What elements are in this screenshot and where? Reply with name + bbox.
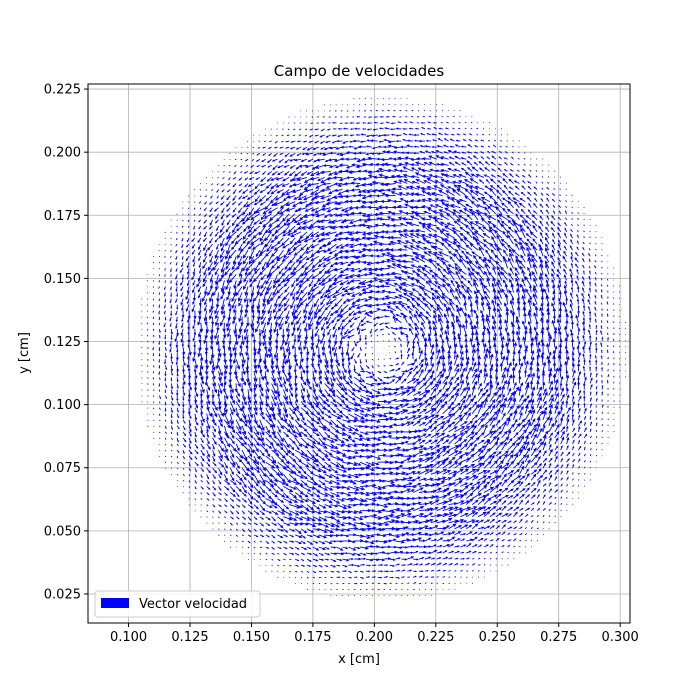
y-tick-label: 0.200 bbox=[44, 146, 81, 161]
y-tick-label: 0.125 bbox=[44, 335, 81, 350]
y-tick-label: 0.075 bbox=[44, 461, 81, 476]
x-tick-label: 0.300 bbox=[602, 630, 639, 645]
x-tick-label: 0.150 bbox=[233, 630, 270, 645]
x-axis-label: x [cm] bbox=[338, 652, 380, 667]
y-axis-ticks: 0.025 0.050 0.075 0.100 0.125 0.150 0.175 0.200… bbox=[44, 83, 88, 602]
velocity-arrows bbox=[141, 98, 627, 597]
x-tick-label: 0.250 bbox=[479, 630, 516, 645]
chart-title: Campo de velocidades bbox=[274, 62, 445, 80]
x-tick-label: 0.275 bbox=[540, 630, 577, 645]
y-tick-label: 0.150 bbox=[44, 272, 81, 287]
legend-label: Vector velocidad bbox=[139, 597, 247, 612]
y-axis-label: y [cm] bbox=[17, 332, 32, 374]
x-tick-label: 0.200 bbox=[356, 630, 393, 645]
y-tick-label: 0.100 bbox=[44, 398, 81, 413]
y-tick-label: 0.025 bbox=[44, 587, 81, 602]
legend-swatch bbox=[101, 598, 129, 608]
velocity-vector-field bbox=[141, 98, 627, 597]
legend: Vector velocidad bbox=[94, 590, 261, 618]
plot-area: 0.100 0.125 0.150 0.175 0.200 0.225 0.250 0.275… bbox=[44, 83, 639, 645]
axes-frame bbox=[87, 83, 631, 624]
y-tick-label: 0.175 bbox=[44, 209, 81, 224]
x-tick-label: 0.175 bbox=[294, 630, 331, 645]
legend-box bbox=[94, 590, 261, 618]
x-tick-label: 0.125 bbox=[171, 630, 208, 645]
x-tick-label: 0.100 bbox=[110, 630, 147, 645]
y-tick-label: 0.050 bbox=[44, 524, 81, 539]
x-axis-ticks: 0.100 0.125 0.150 0.175 0.200 0.225 0.250 0.275… bbox=[110, 623, 639, 645]
x-tick-label: 0.225 bbox=[417, 630, 454, 645]
y-tick-label: 0.225 bbox=[44, 83, 81, 98]
